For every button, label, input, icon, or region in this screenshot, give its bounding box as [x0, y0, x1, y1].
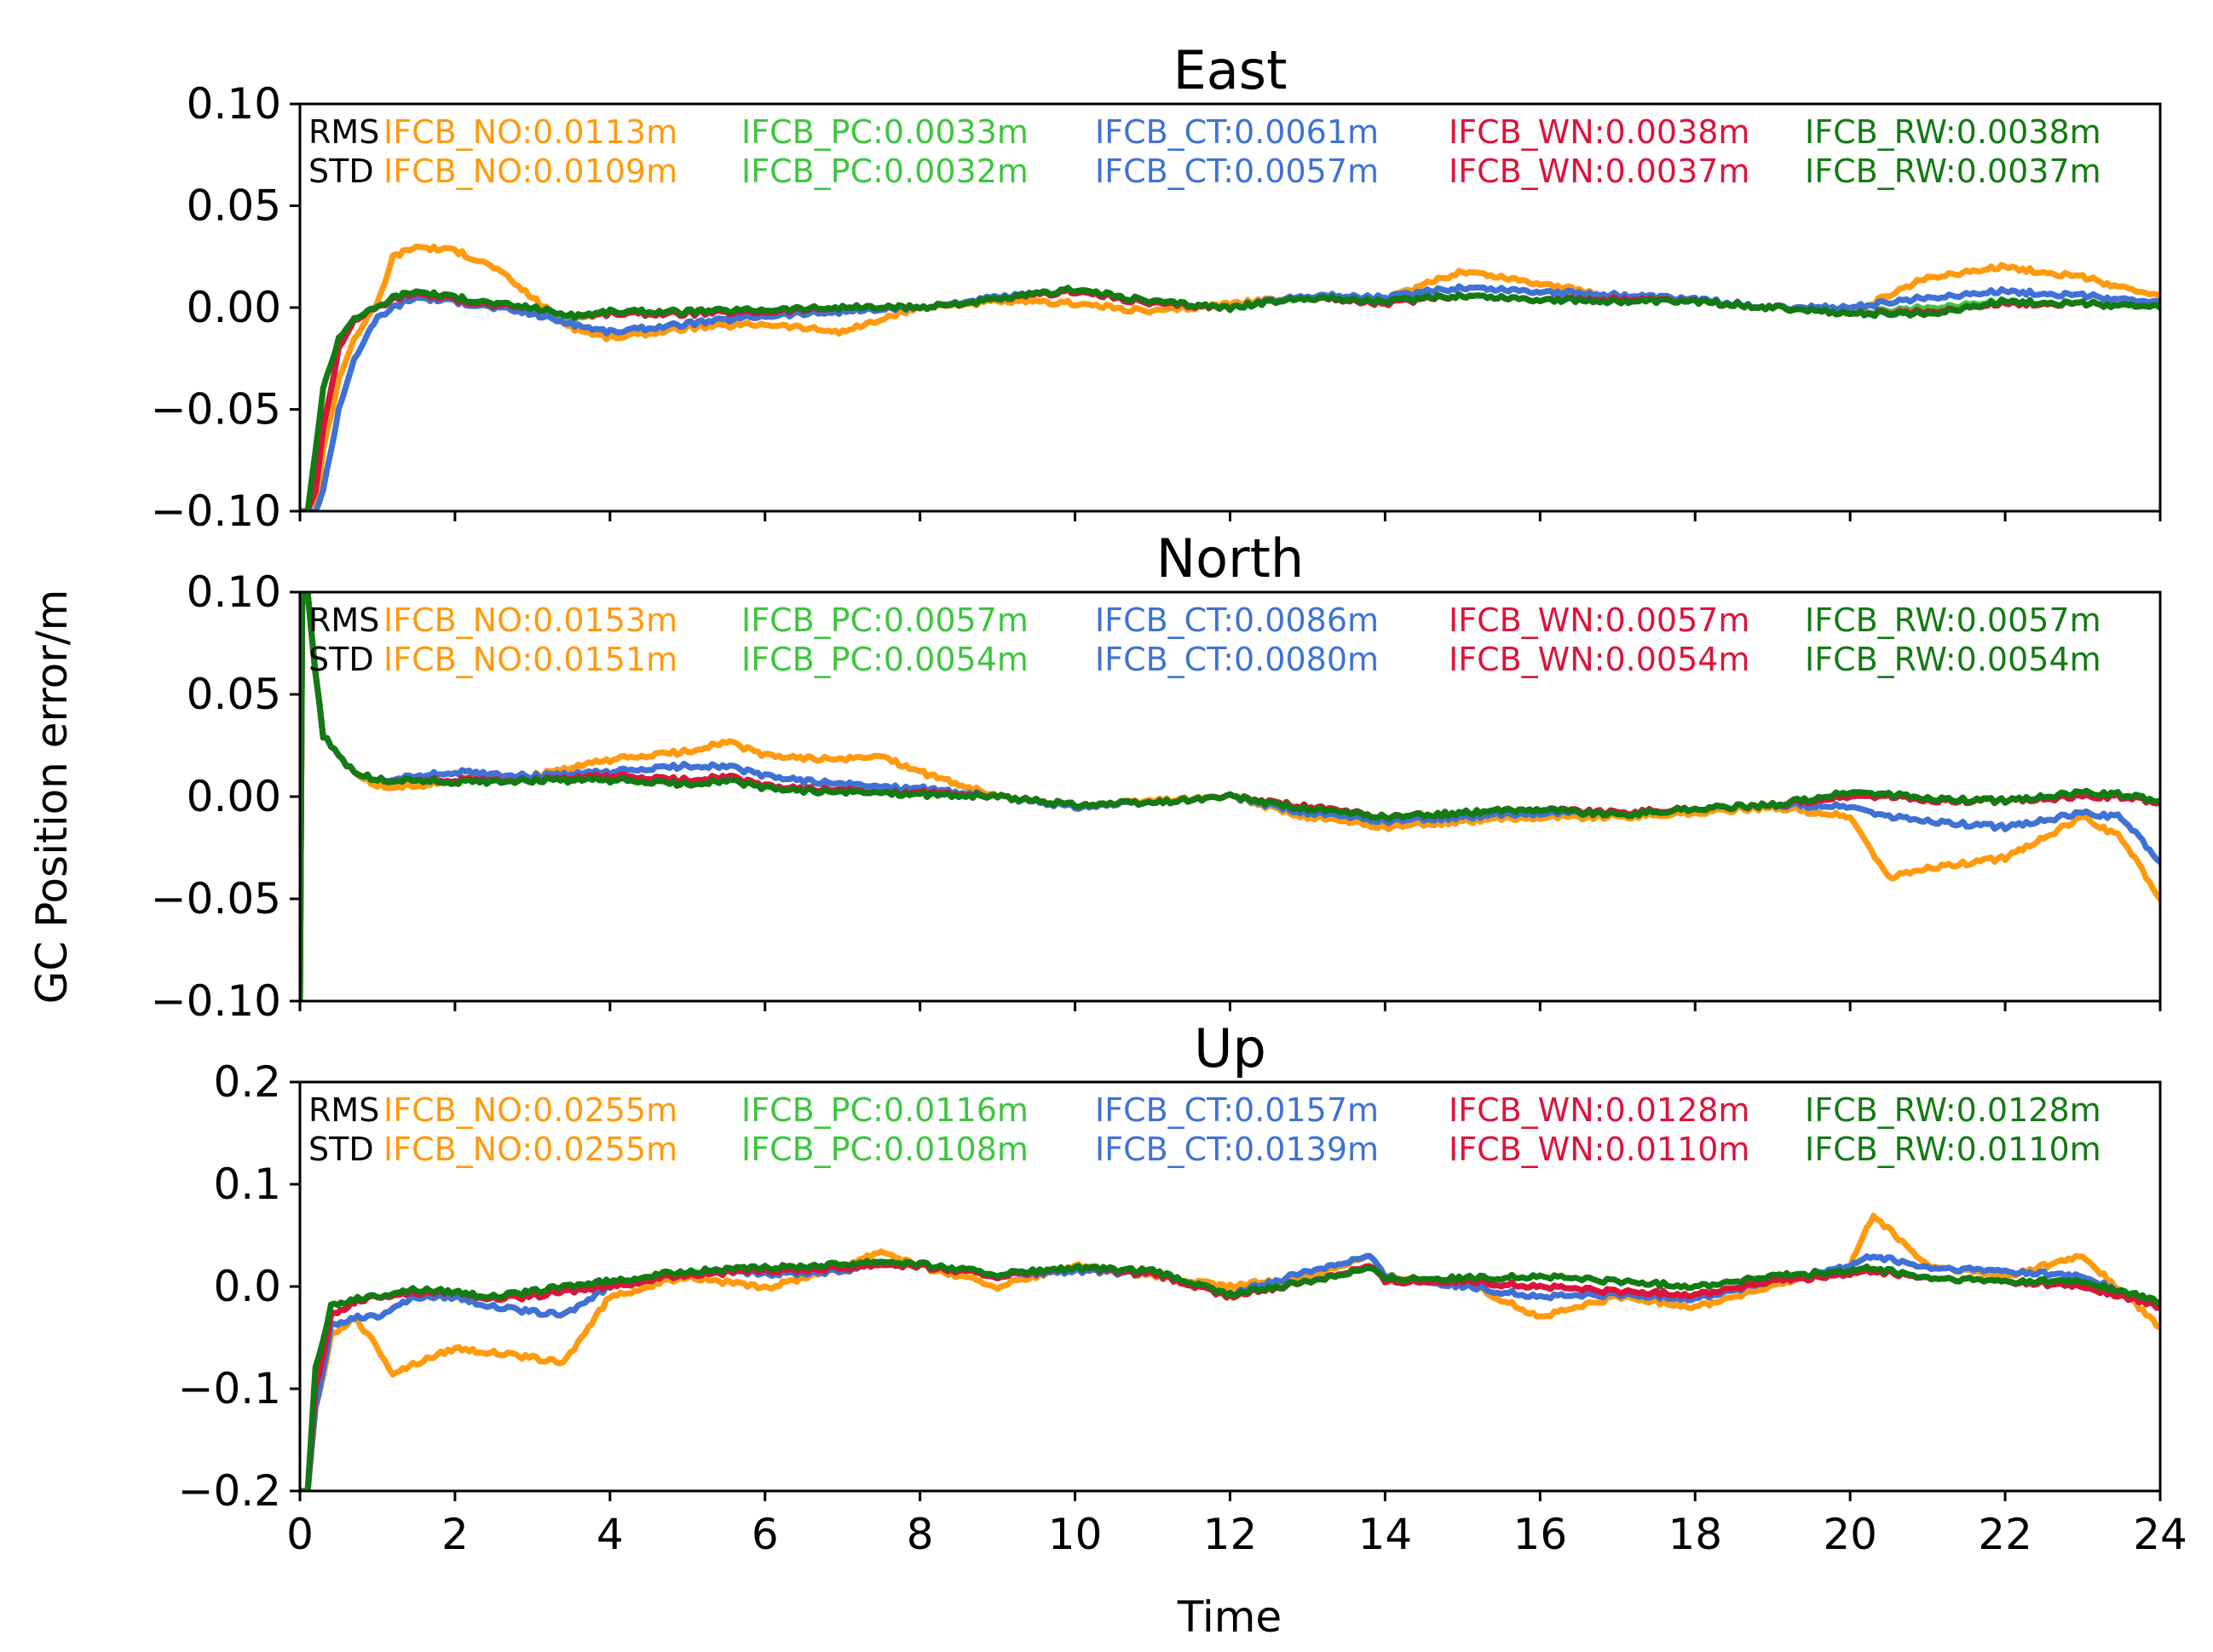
- y-tick-label: −0.10: [151, 486, 281, 536]
- panel-title-up: Up: [1194, 1017, 1266, 1079]
- y-tick-label: 0.2: [213, 1057, 281, 1107]
- y-tick-label: 0.0: [213, 1262, 281, 1311]
- y-tick-label: 0.10: [187, 79, 281, 129]
- series-line-ifcb-rw: [300, 1258, 2160, 1491]
- x-axis-label: Time: [1177, 1592, 1282, 1642]
- x-tick-label: 0: [286, 1510, 314, 1559]
- stat-value-ifcb-ct: IFCB_CT:0.0061m: [1095, 113, 1379, 151]
- stat-label-std: STD: [308, 641, 374, 678]
- stat-value-ifcb-no: IFCB_NO:0.0109m: [383, 153, 677, 190]
- y-tick-label: 0.05: [187, 181, 281, 231]
- x-tick-label: 6: [752, 1510, 779, 1559]
- stat-value-ifcb-rw: IFCB_RW:0.0057m: [1805, 602, 2101, 639]
- stat-value-ifcb-ct: IFCB_CT:0.0086m: [1095, 602, 1379, 639]
- y-tick-label: −0.05: [151, 385, 281, 435]
- stat-label-std: STD: [308, 153, 374, 190]
- series-line-ifcb-rw: [300, 285, 2160, 511]
- x-tick-label: 12: [1203, 1510, 1258, 1559]
- stat-value-ifcb-ct: IFCB_CT:0.0057m: [1095, 153, 1379, 190]
- series-group-up: [300, 1212, 2160, 1491]
- stat-value-ifcb-rw: IFCB_RW:0.0128m: [1805, 1091, 2101, 1129]
- series-group-east: [300, 243, 2160, 511]
- y-tick-label: −0.05: [151, 874, 281, 924]
- stat-value-ifcb-wn: IFCB_WN:0.0038m: [1449, 113, 1749, 151]
- stat-value-ifcb-wn: IFCB_WN:0.0054m: [1449, 641, 1749, 678]
- stat-value-ifcb-wn: IFCB_WN:0.0110m: [1449, 1131, 1749, 1168]
- x-tick-label: 8: [907, 1510, 934, 1559]
- stat-label-rms: RMS: [308, 113, 379, 151]
- series-group-north: [300, 592, 2160, 1001]
- y-tick-label: 0.1: [213, 1160, 281, 1209]
- x-tick-label: 14: [1358, 1510, 1413, 1559]
- x-tick-label: 20: [1823, 1510, 1877, 1559]
- stat-value-ifcb-pc: IFCB_PC:0.0054m: [741, 641, 1029, 678]
- y-tick-label: 0.00: [187, 772, 281, 821]
- stat-value-ifcb-wn: IFCB_WN:0.0128m: [1449, 1091, 1749, 1129]
- panel-up: Up0.20.10.0−0.1−0.20 2 4 6 8 10 12 14 16 18 20 22 24…: [178, 1017, 2187, 1559]
- stat-label-std: STD: [308, 1131, 374, 1168]
- x-tick-label: 4: [596, 1510, 624, 1559]
- series-line-ifcb-rw: [300, 592, 2160, 1001]
- panel-title-north: North: [1156, 527, 1304, 590]
- y-axis-label: GC Position error/m: [27, 590, 77, 1004]
- x-tick-label: 16: [1513, 1510, 1568, 1559]
- stat-label-rms: RMS: [308, 602, 379, 639]
- stat-value-ifcb-pc: IFCB_PC:0.0057m: [741, 602, 1029, 639]
- x-tick-label: 10: [1048, 1510, 1103, 1559]
- stat-label-rms: RMS: [308, 1091, 379, 1129]
- stat-value-ifcb-no: IFCB_NO:0.0153m: [383, 602, 677, 639]
- stat-value-ifcb-no: IFCB_NO:0.0255m: [383, 1131, 677, 1168]
- stat-value-ifcb-rw: IFCB_RW:0.0054m: [1805, 641, 2101, 678]
- x-tick-label: 2: [441, 1510, 469, 1559]
- y-tick-label: 0.10: [187, 567, 281, 617]
- stat-value-ifcb-pc: IFCB_PC:0.0108m: [741, 1131, 1029, 1168]
- stat-value-ifcb-pc: IFCB_PC:0.0033m: [741, 113, 1029, 151]
- stat-value-ifcb-ct: IFCB_CT:0.0157m: [1095, 1091, 1379, 1129]
- panel-title-east: East: [1173, 39, 1288, 101]
- stat-value-ifcb-rw: IFCB_RW:0.0110m: [1805, 1131, 2101, 1168]
- stat-value-ifcb-no: IFCB_NO:0.0113m: [383, 113, 677, 151]
- x-tick-label: 24: [2133, 1510, 2187, 1559]
- stat-value-ifcb-ct: IFCB_CT:0.0139m: [1095, 1131, 1379, 1168]
- y-tick-label: 0.00: [187, 283, 281, 332]
- stat-value-ifcb-rw: IFCB_RW:0.0037m: [1805, 153, 2101, 190]
- y-tick-label: −0.2: [178, 1466, 281, 1516]
- panel-north: North 0.10 0.05 0.00 −0.05 −0.10 RMS IFCB_NO:0.…: [151, 527, 2162, 1026]
- y-tick-label: −0.10: [151, 976, 281, 1026]
- stat-value-ifcb-no: IFCB_NO:0.0255m: [383, 1091, 677, 1129]
- y-tick-label: 0.05: [187, 670, 281, 719]
- stat-value-ifcb-ct: IFCB_CT:0.0080m: [1095, 641, 1379, 678]
- stat-value-ifcb-pc: IFCB_PC:0.0116m: [741, 1091, 1029, 1129]
- stat-value-ifcb-wn: IFCB_WN:0.0037m: [1449, 153, 1749, 190]
- stat-value-ifcb-pc: IFCB_PC:0.0032m: [741, 153, 1029, 190]
- y-tick-label: −0.1: [178, 1364, 281, 1413]
- panel-east: East 0.10 0.05 0.00 −0.05 −0.10 RMS IFCB_NO:0.0…: [151, 39, 2162, 536]
- x-tick-label: 22: [1978, 1510, 2032, 1559]
- stat-value-ifcb-no: IFCB_NO:0.0151m: [383, 641, 677, 678]
- stat-value-ifcb-wn: IFCB_WN:0.0057m: [1449, 602, 1749, 639]
- stat-value-ifcb-rw: IFCB_RW:0.0038m: [1805, 113, 2101, 151]
- x-tick-label: 18: [1668, 1510, 1722, 1559]
